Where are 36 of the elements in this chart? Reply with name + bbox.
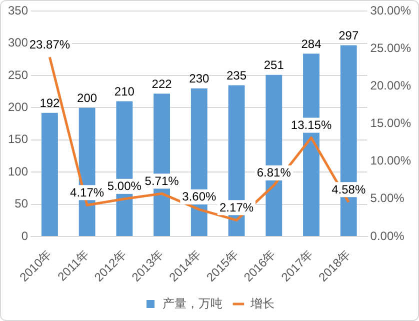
data-label: 200: [77, 91, 98, 106]
data-label: 13.15%: [290, 118, 332, 132]
y-tick-label: 250: [8, 68, 28, 82]
y-tick-label: 150: [8, 132, 28, 146]
y-tick-label: 100: [8, 164, 28, 178]
data-label: 5.00%: [107, 179, 142, 194]
y2-tick-label: 5.00%: [370, 191, 405, 206]
data-label: 23.87%: [29, 38, 70, 52]
y-tick-label: 0: [21, 228, 28, 243]
data-label: 297: [338, 28, 359, 43]
data-label: 222: [152, 76, 172, 91]
bar: [41, 112, 58, 236]
y2-tick-label: 10.00%: [370, 154, 412, 168]
data-label: 4.17%: [70, 185, 104, 200]
data-label: 6.81%: [256, 166, 292, 180]
data-label: 284: [301, 36, 322, 51]
y-tick-label: 200: [8, 100, 28, 114]
data-label: 192: [40, 96, 60, 110]
data-label: 210: [114, 84, 135, 99]
data-label: 235: [226, 68, 247, 83]
y2-tick-label: 20.00%: [370, 78, 412, 93]
y-tick-label: 50: [14, 196, 28, 211]
data-label: 3.60%: [182, 190, 216, 204]
y2-tick-label: 25.00%: [370, 41, 412, 56]
y2-tick-label: 0.00%: [370, 228, 405, 243]
y2-tick-label: 30.00%: [370, 4, 412, 18]
data-label: 251: [264, 58, 284, 72]
data-label: 2.17%: [220, 200, 254, 214]
legend-label: 产量，万吨: [162, 296, 222, 310]
legend-label: 增长: [250, 296, 274, 310]
y-tick-label: 300: [8, 36, 28, 50]
y2-tick-label: 15.00%: [370, 116, 412, 130]
data-label: 230: [189, 72, 210, 86]
data-label: 5.71%: [144, 174, 180, 188]
data-label: 4.58%: [332, 182, 366, 196]
y-tick-label: 350: [8, 4, 28, 18]
